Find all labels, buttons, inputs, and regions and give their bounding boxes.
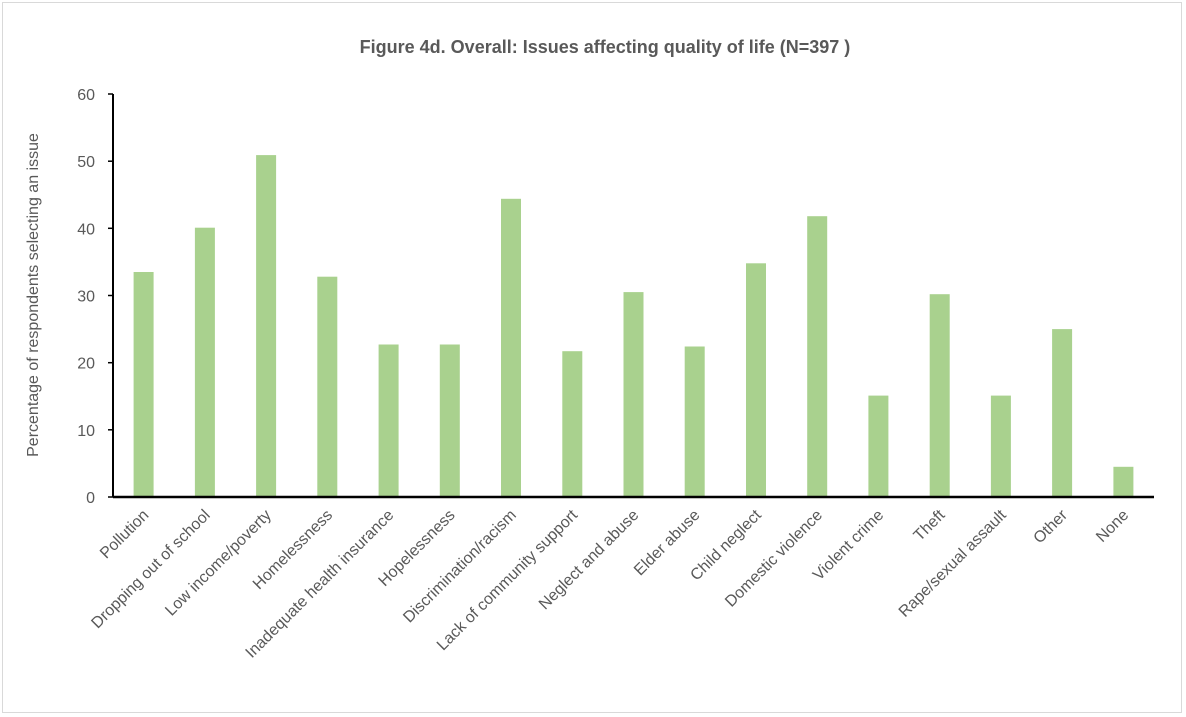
bar — [378, 344, 399, 497]
bar — [684, 346, 705, 497]
bar — [256, 155, 277, 497]
bar — [1113, 466, 1134, 497]
chart-title: Figure 4d. Overall: Issues affecting qua… — [360, 37, 851, 57]
x-tick-label: Dropping out of school — [88, 507, 213, 632]
x-tick-label: Theft — [911, 506, 949, 544]
x-tick-label: Low income/poverty — [162, 507, 275, 620]
bar — [746, 263, 766, 497]
y-axis-label: Percentage of respondents selecting an i… — [25, 133, 42, 457]
bars-group — [133, 155, 1134, 498]
x-tick-label: Discrimination/racism — [400, 507, 520, 627]
bar — [623, 292, 644, 497]
y-tick-label: 40 — [77, 221, 95, 238]
bar — [807, 216, 828, 497]
x-tick-label: Rape/sexual assault — [896, 506, 1010, 620]
x-tick-label: Pollution — [97, 507, 152, 562]
y-tick-label: 20 — [77, 356, 95, 373]
y-tick-label: 0 — [86, 490, 95, 507]
bar — [1052, 329, 1073, 497]
bar — [562, 351, 583, 497]
y-ticks-group: 0 10 20 30 40 50 60 — [77, 87, 113, 507]
bar — [501, 198, 521, 498]
y-tick-label: 10 — [77, 423, 95, 440]
bar — [317, 276, 338, 497]
bar — [990, 395, 1011, 497]
bar — [439, 344, 460, 497]
bar — [133, 272, 154, 497]
bar — [868, 395, 889, 497]
x-tick-label: Other — [1031, 506, 1072, 547]
y-tick-label: 30 — [77, 289, 95, 306]
x-tick-label: None — [1093, 507, 1132, 546]
bar — [929, 294, 950, 497]
y-tick-label: 50 — [77, 154, 95, 171]
bar — [194, 227, 215, 497]
y-tick-label: 60 — [77, 87, 95, 104]
